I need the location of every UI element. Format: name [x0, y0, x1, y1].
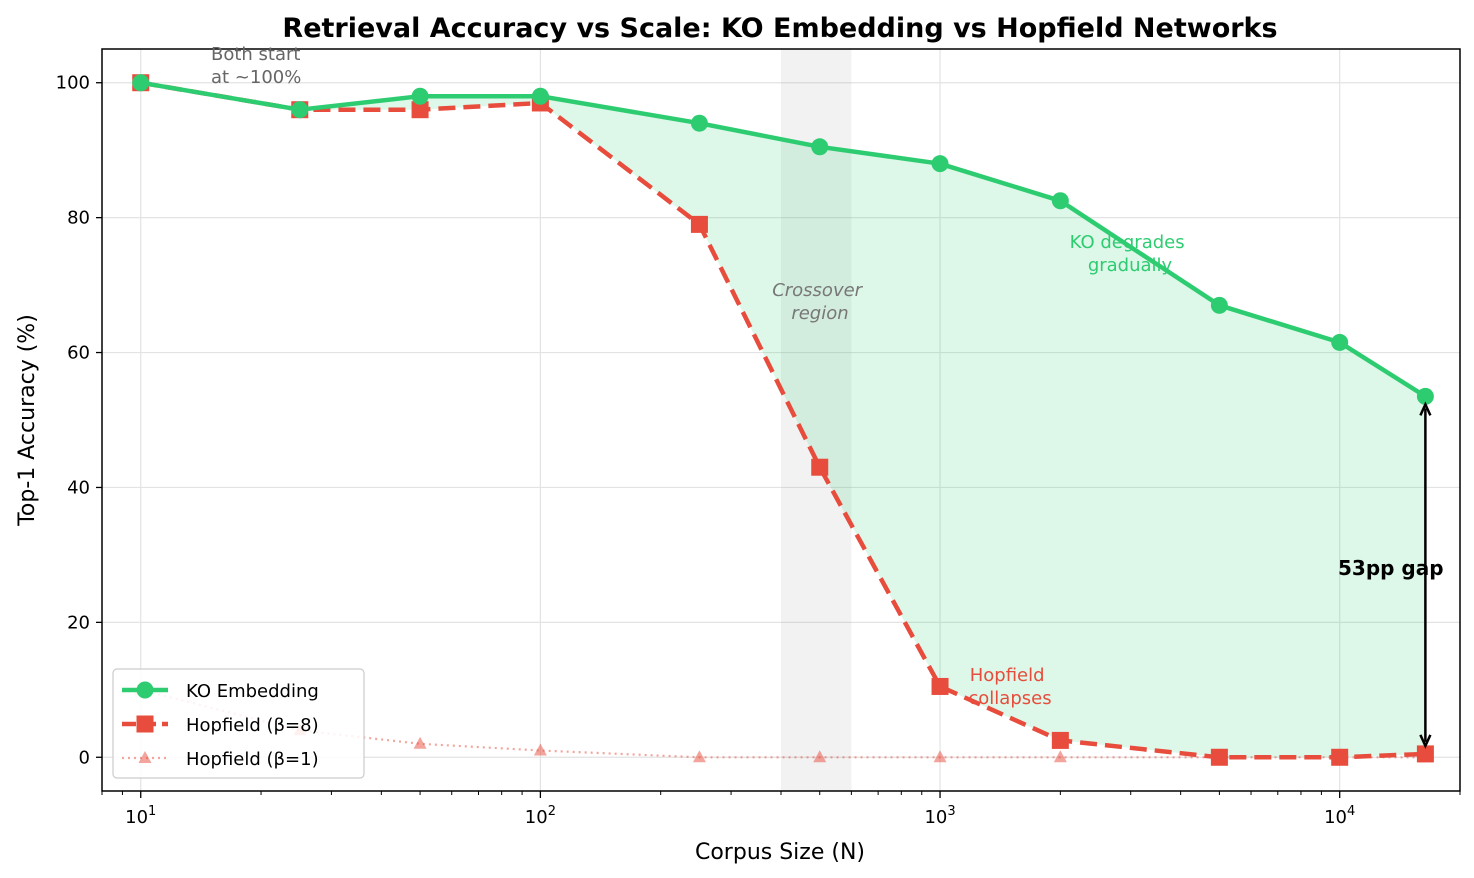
legend-swatches — [122, 681, 168, 763]
x-axis-label: Corpus Size (N) — [695, 840, 865, 865]
both-start-line1: Both start — [211, 44, 300, 65]
point-1-7 — [1051, 731, 1069, 749]
hopfield-collapses-line2: collapses — [968, 688, 1051, 709]
point-1-4 — [690, 215, 708, 233]
point-2-5 — [813, 750, 827, 763]
gap-label: 53pp gap — [1338, 556, 1444, 580]
x-tick-label-0: 101 — [125, 804, 156, 828]
x-tick-label-2: 103 — [924, 804, 955, 828]
point-1-5 — [811, 458, 829, 476]
point-1-2 — [411, 101, 429, 119]
point-0-3 — [531, 87, 549, 105]
x-tick-base-2: 10 — [924, 807, 947, 828]
point-0-2 — [411, 87, 429, 105]
crossover-band — [781, 49, 852, 791]
point-2-4 — [692, 750, 706, 763]
both-start-line2: at ~100% — [211, 67, 301, 88]
x-tick-label-3: 104 — [1324, 804, 1355, 828]
x-tick-exp-1: 2 — [548, 804, 556, 819]
gap-fill-area — [140, 82, 1426, 758]
point-0-8 — [1210, 296, 1228, 314]
crossover-label-line1: Crossover — [772, 280, 863, 301]
gridlines — [102, 49, 1460, 791]
point-1-10 — [1416, 745, 1434, 763]
legend-label-hopfield-b1: Hopfield (β=1) — [186, 749, 319, 770]
x-tick-exp-3: 4 — [1347, 804, 1355, 819]
crossover-label-line2: region — [791, 303, 848, 324]
plot-area — [102, 49, 1460, 791]
ko-degrades-annotation: KO degrades gradually — [1070, 232, 1191, 276]
ko-degrades-line2: gradually — [1088, 255, 1173, 276]
crossover-label: Crossover region — [772, 280, 868, 324]
crossover-shade — [781, 49, 852, 791]
y-tick-label-5: 100 — [56, 73, 90, 94]
series-group — [132, 74, 1434, 766]
y-tick-label-2: 40 — [67, 477, 90, 498]
point-1-6 — [931, 677, 949, 695]
x-tick-base-0: 10 — [125, 807, 148, 828]
legend-box — [112, 668, 365, 779]
point-2-3 — [533, 743, 547, 756]
point-0-9 — [1331, 333, 1349, 351]
hopfield-collapses-line1: Hopfield — [970, 665, 1045, 686]
both-start-annotation: Both start at ~100% — [211, 44, 306, 88]
point-0-1 — [291, 101, 309, 119]
point-0-4 — [690, 114, 708, 132]
point-0-5 — [811, 138, 829, 156]
legend-label-hopfield-b8: Hopfield (β=8) — [186, 715, 319, 736]
y-tick-label-3: 60 — [67, 343, 90, 364]
series-0 — [132, 74, 1434, 405]
legend-label-ko: KO Embedding — [186, 681, 319, 702]
point-0-7 — [1051, 192, 1069, 210]
point-0-0 — [132, 74, 150, 92]
y-tick-label-4: 80 — [67, 208, 90, 229]
legend-marker-0 — [136, 681, 154, 699]
ko-degrades-line1: KO degrades — [1070, 232, 1185, 253]
gap-arrow-head-top — [1419, 401, 1432, 416]
y-tick-label-1: 20 — [67, 612, 90, 633]
y-axis-label: Top-1 Accuracy (%) — [15, 314, 40, 527]
point-1-8 — [1210, 748, 1228, 766]
x-tick-exp-2: 3 — [947, 804, 955, 819]
chart-title: Retrieval Accuracy vs Scale: KO Embeddin… — [282, 13, 1277, 44]
legend: KO Embedding Hopfield (β=8) Hopfield (β=… — [112, 668, 365, 779]
hopfield-collapses-annotation: Hopfield collapses — [968, 665, 1051, 709]
gap-fill — [140, 82, 1426, 758]
gap-arrow-head-bottom — [1419, 734, 1432, 749]
point-0-10 — [1416, 387, 1434, 405]
gap-arrow — [1419, 401, 1432, 749]
x-tick-label-1: 102 — [525, 804, 556, 828]
legend-marker-2 — [138, 751, 152, 763]
plot-background — [102, 49, 1460, 791]
point-2-2 — [413, 736, 427, 749]
x-tick-base-3: 10 — [1324, 807, 1347, 828]
x-tick-exp-0: 1 — [148, 804, 156, 819]
y-tick-label-0: 0 — [79, 747, 90, 768]
point-2-7 — [1053, 750, 1067, 763]
x-tick-base-1: 10 — [525, 807, 548, 828]
point-1-9 — [1331, 748, 1349, 766]
legend-marker-1 — [136, 715, 154, 733]
point-0-6 — [931, 155, 949, 173]
point-2-6 — [933, 750, 947, 763]
series-line-1 — [140, 80, 1426, 760]
